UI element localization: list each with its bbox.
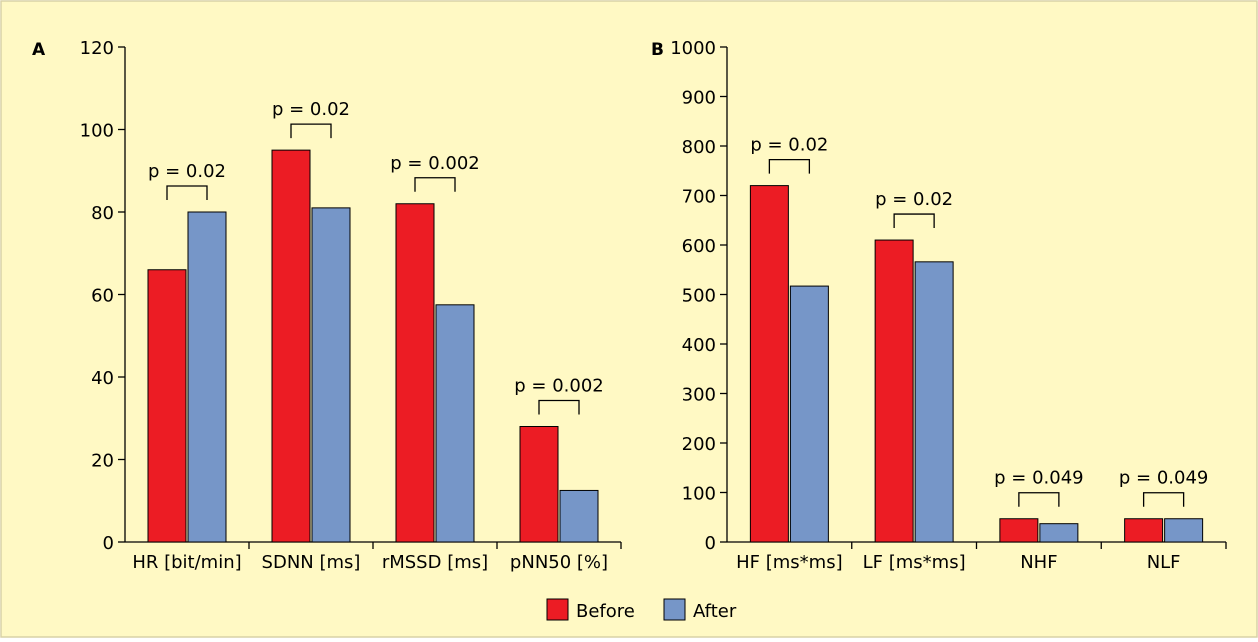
- y-tick-label: 20: [91, 451, 114, 472]
- panel-label: B: [651, 40, 664, 60]
- bar-before: [271, 149, 311, 543]
- y-tick-label: 100: [80, 121, 114, 142]
- y-tick-label: 700: [682, 187, 716, 208]
- bar-after: [914, 261, 954, 543]
- significance-bracket: [166, 185, 208, 200]
- bar-before: [519, 426, 559, 543]
- significance-bracket: [538, 399, 580, 415]
- y-tick-label: 80: [91, 203, 114, 224]
- bar-after: [1039, 523, 1079, 543]
- y-tick-label: 400: [682, 335, 716, 356]
- p-value-annotation: p = 0.02: [750, 135, 828, 156]
- significance-bracket: [893, 213, 935, 229]
- y-tick-label: 1000: [670, 38, 716, 59]
- p-value-annotation: p = 0.049: [994, 468, 1083, 489]
- p-value-annotation: p = 0.02: [148, 161, 226, 182]
- y-tick-label: 60: [91, 286, 114, 307]
- significance-bracket: [768, 158, 811, 174]
- bar-before: [147, 269, 187, 543]
- bar-after: [311, 207, 351, 543]
- x-tick-label: HF [ms*ms]: [736, 552, 842, 573]
- bar-after: [789, 285, 829, 543]
- x-tick-label: pNN50 [%]: [510, 552, 608, 573]
- p-value-annotation: p = 0.002: [514, 376, 603, 397]
- bar-before: [874, 239, 914, 543]
- bar-after: [435, 304, 475, 543]
- p-value-annotation: p = 0.049: [1119, 468, 1208, 489]
- x-tick-label: NLF: [1147, 552, 1181, 573]
- y-tick-label: 200: [682, 434, 716, 455]
- bar-before: [999, 518, 1039, 543]
- x-tick-label: LF [ms*ms]: [863, 552, 966, 573]
- y-tick-label: 900: [682, 88, 716, 109]
- x-tick-label: HR [bit/min]: [132, 552, 241, 573]
- bar-after: [187, 211, 227, 543]
- bar-before: [395, 203, 435, 543]
- x-tick-label: NHF: [1020, 552, 1057, 573]
- y-tick-label: 500: [682, 286, 716, 307]
- significance-bracket: [1018, 492, 1060, 507]
- y-tick-label: 100: [682, 484, 716, 505]
- legend-before-swatch: [546, 598, 569, 621]
- bar-after: [1164, 518, 1204, 543]
- legend: Before After: [546, 598, 737, 622]
- panel-a: A 0 20 40 60 80 100 120 HR [bit/min] p = 0.02 SDNN…: [32, 38, 622, 573]
- significance-bracket: [290, 123, 332, 139]
- y-tick-label: 0: [705, 533, 716, 554]
- legend-before-label: Before: [576, 601, 635, 622]
- legend-after-swatch: [663, 598, 686, 621]
- p-value-annotation: p = 0.02: [875, 189, 953, 210]
- p-value-annotation: p = 0.02: [272, 99, 350, 120]
- panel-b: B 0 100 200 300 400 500 600 700 800 900 1000 HF [ms*…: [651, 38, 1227, 573]
- y-tick-label: 0: [103, 533, 114, 554]
- p-value-annotation: p = 0.002: [390, 153, 479, 174]
- panel-label: A: [32, 40, 46, 60]
- bar-before: [749, 185, 789, 543]
- legend-after-label: After: [693, 601, 737, 622]
- x-tick-label: SDNN [ms]: [262, 552, 361, 573]
- bar-before: [1124, 518, 1164, 543]
- y-tick-label: 800: [682, 137, 716, 158]
- bar-after: [559, 489, 599, 543]
- y-tick-label: 120: [80, 38, 114, 59]
- significance-bracket: [414, 177, 456, 192]
- significance-bracket: [1142, 492, 1185, 507]
- y-tick-label: 40: [91, 368, 114, 389]
- y-tick-label: 600: [682, 236, 716, 257]
- y-tick-label: 300: [682, 385, 716, 406]
- x-tick-label: rMSSD [ms]: [382, 552, 488, 573]
